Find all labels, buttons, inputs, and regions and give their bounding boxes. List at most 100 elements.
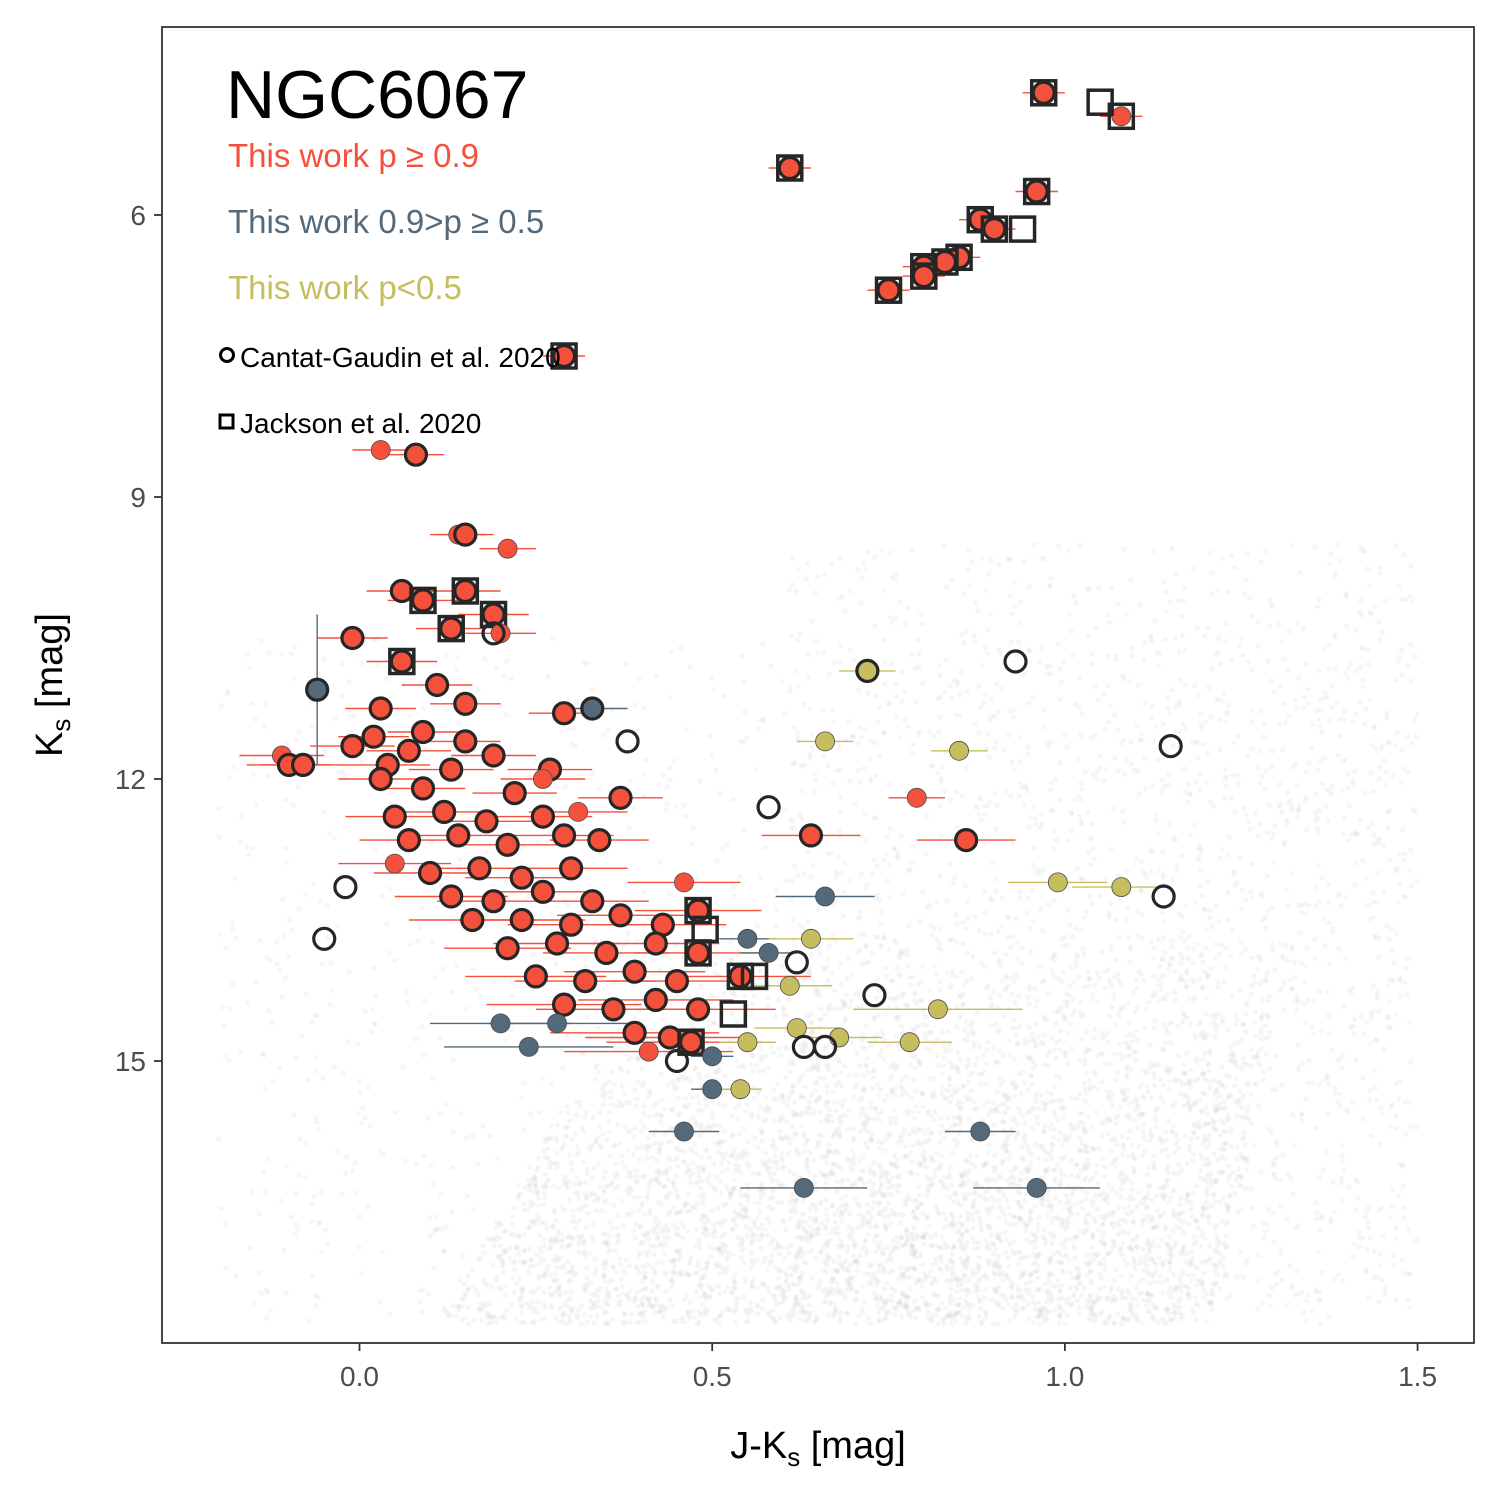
field-star xyxy=(541,1236,547,1242)
field-star xyxy=(663,1167,670,1173)
field-star xyxy=(1166,961,1172,967)
field-star xyxy=(668,649,675,655)
field-star xyxy=(550,1223,556,1229)
field-star xyxy=(602,1199,608,1205)
field-star xyxy=(1120,1180,1126,1186)
field-star xyxy=(490,1262,496,1268)
field-star xyxy=(643,757,649,763)
field-star xyxy=(902,688,908,695)
field-star xyxy=(1221,690,1227,696)
field-star xyxy=(559,1244,565,1250)
field-star xyxy=(655,1234,661,1241)
field-star xyxy=(888,1221,894,1227)
field-star xyxy=(1090,992,1096,998)
field-star xyxy=(1087,1269,1094,1275)
field-star xyxy=(968,559,975,565)
field-star xyxy=(732,1167,738,1173)
field-star xyxy=(1292,1292,1298,1298)
field-star xyxy=(938,1266,944,1272)
field-star xyxy=(627,1288,633,1294)
field-star xyxy=(1123,612,1130,618)
field-star xyxy=(964,1301,970,1307)
field-star xyxy=(1109,1220,1115,1226)
field-star xyxy=(1290,1112,1296,1118)
field-star xyxy=(1228,657,1234,663)
field-star xyxy=(750,1283,756,1289)
field-star xyxy=(1013,1310,1019,1316)
field-star xyxy=(1114,1221,1120,1227)
field-star xyxy=(1193,779,1199,785)
field-star xyxy=(1127,959,1133,966)
field-star xyxy=(1163,1129,1169,1135)
field-star xyxy=(959,1277,965,1283)
field-star xyxy=(1217,1240,1223,1246)
field-star xyxy=(1203,1318,1209,1324)
field-star xyxy=(1141,1133,1147,1139)
field-star xyxy=(570,1219,576,1225)
field-star xyxy=(881,730,887,736)
field-star xyxy=(809,951,815,957)
field-star xyxy=(583,1254,589,1260)
field-star xyxy=(1111,712,1118,718)
field-star xyxy=(1071,1243,1077,1249)
field-star xyxy=(974,1209,980,1215)
field-star xyxy=(983,645,989,651)
field-star xyxy=(1042,1237,1048,1243)
field-star xyxy=(548,1291,554,1297)
field-star xyxy=(1270,1086,1276,1092)
field-star xyxy=(1223,719,1229,725)
field-star xyxy=(1080,1205,1086,1211)
field-star xyxy=(1046,1198,1052,1204)
field-star xyxy=(1388,1124,1394,1130)
field-star xyxy=(315,1126,321,1132)
field-star xyxy=(1225,703,1232,709)
field-star xyxy=(537,1246,543,1252)
field-star xyxy=(1400,1162,1406,1168)
field-star xyxy=(1381,888,1387,894)
field-star xyxy=(877,704,883,710)
field-star xyxy=(1370,899,1377,905)
field-star xyxy=(1057,1304,1063,1310)
field-star xyxy=(1098,1238,1104,1245)
field-star xyxy=(1018,1090,1024,1096)
field-star xyxy=(1257,780,1263,786)
field-star xyxy=(1057,797,1063,803)
field-star xyxy=(673,1173,679,1180)
field-star xyxy=(572,1225,579,1231)
field-star xyxy=(1153,817,1159,823)
field-star xyxy=(1243,1167,1250,1173)
field-star xyxy=(1217,951,1223,957)
field-star xyxy=(444,708,450,714)
field-star xyxy=(1137,1085,1143,1091)
field-star xyxy=(809,1010,815,1017)
field-star xyxy=(1223,620,1229,627)
field-star xyxy=(1112,754,1118,761)
field-star xyxy=(803,1045,809,1051)
field-star xyxy=(809,744,815,750)
field-star xyxy=(1225,1178,1231,1184)
field-star xyxy=(1037,1251,1043,1257)
field-star xyxy=(823,1207,830,1213)
field-star xyxy=(800,1225,807,1232)
field-star xyxy=(346,969,352,975)
field-star xyxy=(1171,1213,1177,1219)
field-star xyxy=(907,1062,913,1068)
field-star xyxy=(924,1164,930,1170)
field-star xyxy=(346,679,352,685)
field-star xyxy=(610,1179,616,1185)
field-star xyxy=(377,1299,384,1305)
field-star xyxy=(721,991,727,997)
field-star xyxy=(1370,890,1376,896)
field-star xyxy=(1148,868,1154,874)
field-star xyxy=(1355,1195,1361,1201)
field-star xyxy=(947,1041,953,1047)
field-star xyxy=(529,1219,536,1225)
field-star xyxy=(823,1115,830,1121)
field-star xyxy=(1013,1181,1019,1187)
field-star xyxy=(704,1260,710,1267)
field-star xyxy=(836,827,842,834)
field-star xyxy=(1019,945,1025,951)
field-star xyxy=(737,1201,743,1207)
field-star xyxy=(712,960,718,967)
field-star xyxy=(542,1194,548,1201)
